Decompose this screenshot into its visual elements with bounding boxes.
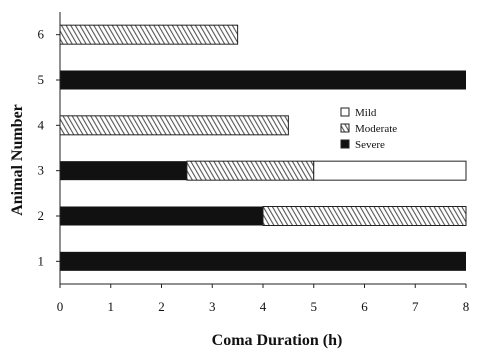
- legend-label-moderate: Moderate: [355, 123, 397, 135]
- legend-label-severe: Severe: [355, 139, 385, 151]
- y-tick-label: 4: [38, 117, 45, 132]
- y-tick-label: 2: [38, 208, 45, 223]
- x-tick-label: 1: [108, 299, 115, 314]
- legend-swatch-severe: [340, 139, 350, 149]
- y-tick-label: 6: [38, 27, 45, 42]
- bar-segment-severe-animal-5: [60, 70, 466, 90]
- bar-segment-moderate-animal-3: [186, 160, 315, 181]
- y-axis-title: Animal Number: [9, 104, 26, 216]
- x-axis-title: Coma Duration (h): [212, 332, 343, 349]
- y-tick-label: 5: [38, 72, 45, 87]
- x-tick-label: 6: [361, 299, 368, 314]
- bar-segment-severe-animal-2: [60, 206, 263, 226]
- x-tick-label: 5: [311, 299, 318, 314]
- y-tick-label: 1: [38, 253, 45, 268]
- bar-segment-moderate-animal-6: [59, 24, 239, 45]
- x-tick-label: 8: [463, 299, 470, 314]
- legend-swatch-mild: [340, 107, 350, 117]
- x-tick-label: 3: [209, 299, 216, 314]
- bar-segment-moderate-animal-4: [59, 115, 289, 136]
- bar-segment-moderate-animal-2: [262, 206, 467, 226]
- x-tick-label: 7: [412, 299, 419, 314]
- bars-layer: [59, 24, 467, 271]
- legend-swatch-moderate: [340, 123, 350, 133]
- x-tick-label: 0: [57, 299, 64, 314]
- bar-segment-severe-animal-3: [60, 161, 187, 181]
- x-tick-label: 4: [260, 299, 267, 314]
- bar-segment-mild-animal-3: [313, 160, 467, 181]
- ticks-layer: 1 2 3 4 5 6 0 1 2 3 4 5 6 7 8: [38, 27, 470, 314]
- x-tick-label: 2: [158, 299, 165, 314]
- bar-segment-severe-animal-1: [60, 251, 466, 271]
- legend-label-mild: Mild: [355, 107, 377, 119]
- legend: Mild Moderate Severe: [335, 102, 413, 154]
- y-tick-label: 3: [38, 163, 45, 178]
